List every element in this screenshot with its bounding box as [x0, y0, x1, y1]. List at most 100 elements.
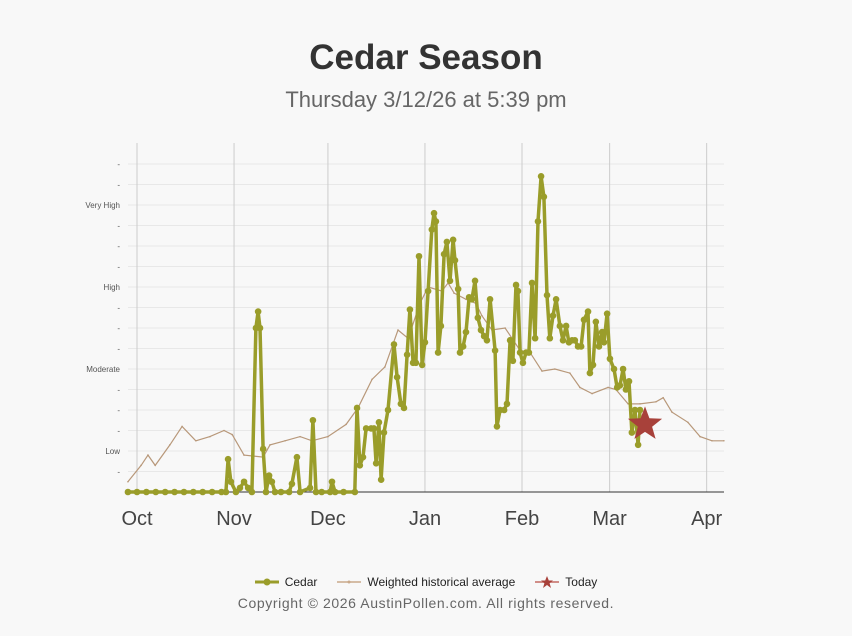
y-tick-label: - [117, 345, 120, 354]
copyright: Copyright © 2026 AustinPollen.com. All r… [237, 595, 615, 611]
cedar-point [474, 314, 482, 322]
average-point [169, 444, 171, 446]
cedar-point [600, 339, 608, 346]
cedar-point [512, 281, 520, 289]
cedar-point [331, 488, 339, 496]
cedar-point [592, 318, 600, 326]
cedar-point [437, 322, 445, 330]
average-point [231, 433, 233, 436]
chart-title: Cedar Season [309, 38, 543, 77]
cedar-point [375, 419, 383, 426]
cedar-point [606, 355, 614, 363]
today-series [627, 406, 663, 439]
cedar-point [456, 349, 464, 356]
cedar-point [486, 296, 494, 303]
cedar-point [227, 478, 235, 486]
cedar-point [370, 425, 378, 432]
cedar-point [552, 296, 560, 303]
cedar-point [256, 324, 264, 332]
y-tick-label: - [117, 406, 120, 415]
cedar-point [271, 488, 279, 496]
cedar-point [546, 334, 554, 342]
x-tick-label: Mar [592, 508, 627, 530]
average-point [639, 403, 641, 405]
cedar-point [432, 218, 440, 225]
x-tick-label: Jan [409, 508, 441, 530]
average-point [541, 370, 543, 372]
average-point [195, 439, 197, 442]
cedar-point [477, 326, 485, 334]
cedar-line [127, 174, 642, 494]
y-tick-label: Moderate [86, 365, 120, 374]
average-point [591, 392, 593, 395]
cedar-point [309, 416, 317, 424]
cedar-point [377, 476, 385, 484]
average-point [127, 480, 129, 483]
legend-average[interactable]: Weighted historical average [337, 575, 515, 589]
cedar-point [406, 306, 414, 313]
cedar-point [351, 488, 359, 496]
legend-cedar[interactable]: Cedar [254, 575, 318, 589]
x-tick-label: Nov [216, 508, 252, 530]
cedar-point [543, 291, 551, 299]
cedar-point [268, 478, 276, 486]
cedar-point [625, 378, 633, 385]
cedar-point [559, 337, 567, 344]
y-tick-label: - [117, 181, 120, 190]
y-tick-label: - [117, 386, 120, 395]
cedar-point [571, 337, 579, 344]
average-point [655, 401, 657, 403]
cedar-point [412, 359, 420, 367]
average-point [154, 464, 156, 467]
cedar-point [562, 322, 570, 330]
cedar-point [190, 488, 197, 496]
y-tick-label: - [117, 263, 120, 272]
average-point [299, 435, 301, 438]
cedar-point [424, 287, 432, 295]
cedar-point [446, 277, 454, 285]
star-icon [535, 576, 560, 588]
average-point [504, 327, 506, 329]
cedar-point [403, 351, 411, 358]
cedar-point [506, 337, 514, 344]
y-tick-label: - [117, 468, 120, 477]
average-point [284, 439, 286, 442]
cedar-point [493, 423, 501, 430]
cedar-point [636, 406, 644, 414]
cedar-point [509, 357, 517, 365]
y-tick-label: Very High [85, 201, 120, 210]
cedar-point [124, 488, 132, 496]
average-point [209, 435, 211, 438]
x-tick-label: Feb [505, 508, 539, 530]
average-point [711, 439, 713, 442]
cedar-point [133, 488, 141, 496]
cedar-point [428, 226, 436, 233]
cedar-point [500, 406, 508, 414]
cedar-point [443, 238, 451, 246]
x-axis-labels: Oct Nov Dec Jan Feb Mar Apr [121, 508, 722, 530]
average-point [345, 423, 347, 426]
cedar-point [503, 400, 511, 408]
cedar-point [393, 373, 401, 381]
cedar-point [528, 279, 536, 287]
cedar-point [293, 453, 301, 461]
legend-today[interactable]: Today [535, 575, 597, 589]
cedar-point [340, 488, 347, 496]
cedar-point [362, 425, 370, 432]
cedar-point [595, 343, 603, 350]
cedar-point [372, 460, 380, 467]
x-tick-label: Apr [691, 508, 722, 530]
legend-today-label: Today [565, 575, 598, 589]
average-point [453, 292, 455, 294]
cedar-legend-icon [254, 578, 279, 586]
chart-subtitle: Thursday 3/12/26 at 5:39 pm [285, 87, 567, 112]
cedar-point [254, 308, 262, 315]
average-point [327, 435, 329, 438]
average-point [269, 444, 271, 446]
average-point [723, 439, 725, 442]
cedar-point [208, 488, 216, 496]
cedar-point [540, 193, 548, 201]
cedar-point [421, 339, 429, 346]
cedar-point [380, 429, 388, 436]
legend-cedar-label: Cedar [284, 575, 318, 589]
